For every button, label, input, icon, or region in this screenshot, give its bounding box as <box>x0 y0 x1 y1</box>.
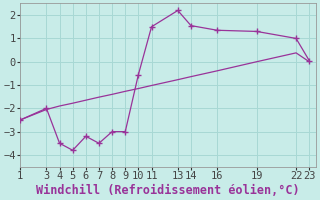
X-axis label: Windchill (Refroidissement éolien,°C): Windchill (Refroidissement éolien,°C) <box>36 184 300 197</box>
